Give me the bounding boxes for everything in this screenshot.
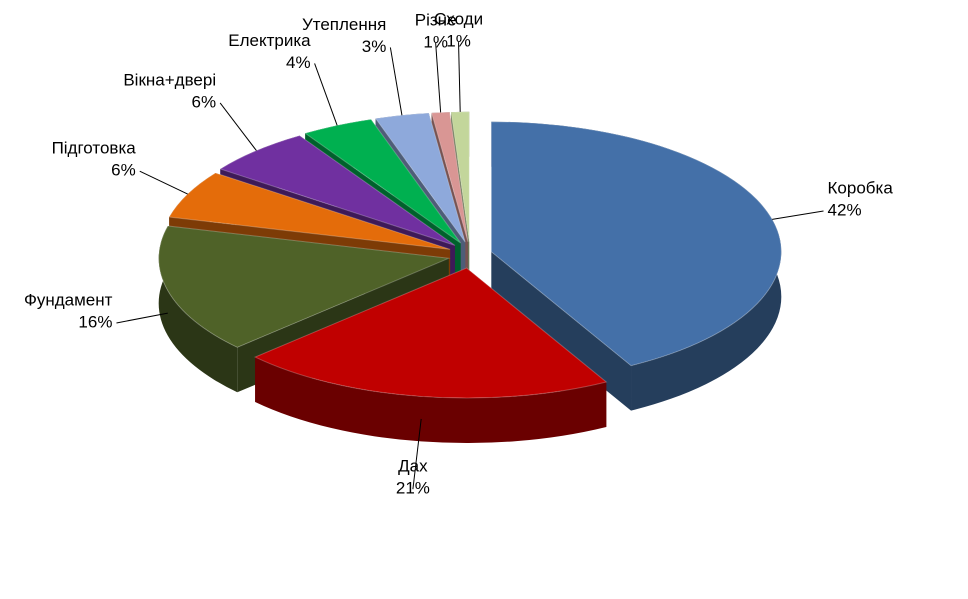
leader-line <box>435 42 442 113</box>
category-label: Вікна+двері <box>123 70 216 89</box>
value-label: 21% <box>396 479 430 498</box>
leader-line <box>412 418 422 490</box>
leader-line <box>116 312 168 324</box>
category-label: Коробка <box>828 179 894 198</box>
slice <box>374 112 466 243</box>
value-label: 6% <box>192 92 217 111</box>
category-label: Електрика <box>228 31 311 50</box>
leader-line <box>389 47 403 116</box>
category-label: Різне <box>415 10 457 29</box>
category-label: Сходи <box>434 10 483 29</box>
leader-line <box>772 210 824 220</box>
slice-side <box>255 357 607 444</box>
value-label: 1% <box>423 32 448 51</box>
slice <box>253 267 608 399</box>
value-label: 16% <box>78 312 112 331</box>
value-label: 42% <box>828 201 862 220</box>
leader-line <box>314 63 338 126</box>
slice-side <box>158 225 238 393</box>
value-label: 1% <box>446 32 471 51</box>
category-label: Фундамент <box>24 290 113 309</box>
slice <box>304 118 462 244</box>
slice <box>450 111 470 242</box>
value-label: 3% <box>362 37 387 56</box>
leader-line <box>458 42 461 112</box>
value-label: 4% <box>286 53 311 72</box>
leader-line <box>139 170 188 195</box>
labels: Коробка 42% Дах 21% Фундамент 16% Підготовка 6%… <box>24 10 893 498</box>
slice <box>168 172 451 250</box>
slice-side <box>491 251 632 411</box>
slice <box>219 135 456 246</box>
category-label: Підготовка <box>52 139 137 158</box>
slice <box>430 111 469 242</box>
slice <box>158 225 451 348</box>
leader-line <box>219 102 257 151</box>
slice-tops <box>158 111 782 399</box>
category-label: Утеплення <box>302 15 386 34</box>
value-label: 6% <box>111 161 136 180</box>
category-label: Дах <box>398 457 428 476</box>
